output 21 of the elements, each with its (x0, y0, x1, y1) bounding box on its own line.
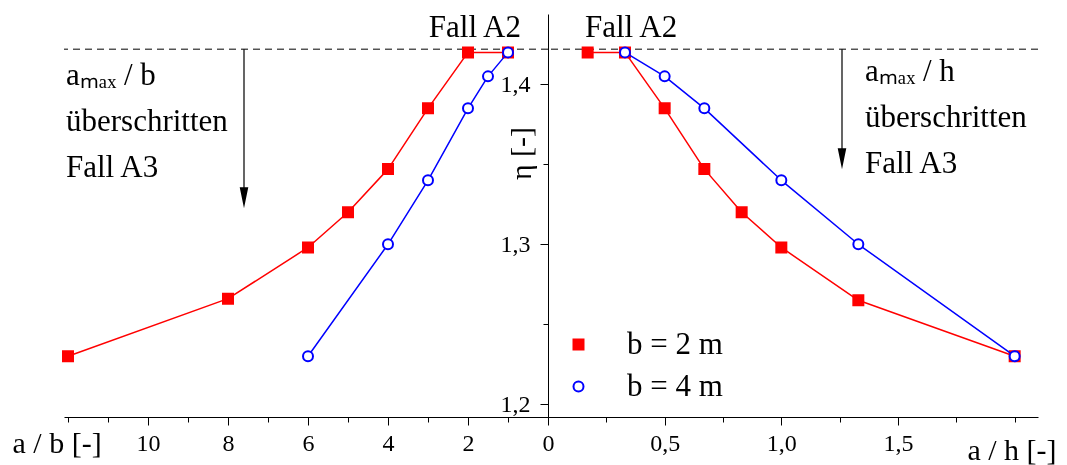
x-tick-label: 1,0 (766, 429, 797, 456)
legend-label: b = 4 m (627, 367, 723, 403)
x-tick-label: 0,5 (650, 429, 681, 456)
x-axis-title: a / b [-] (12, 425, 102, 459)
ref-line-label: Fall A2 (428, 9, 521, 45)
ref-line-label: Fall A2 (585, 9, 678, 45)
legend-label: b = 2 m (627, 325, 723, 361)
x-axis-title: a / h [-] (967, 432, 1057, 465)
y-tick-label: 1,2 (500, 390, 531, 417)
x-tick-label: 6 (302, 429, 315, 456)
x-tick-label: 0 (542, 429, 555, 456)
x-tick-label: 10 (136, 429, 161, 456)
y-tick-label: 1,3 (500, 230, 531, 257)
annotation: aₘₐₓ / b überschritten Fall A3 (66, 57, 229, 185)
x-tick-label: 2 (462, 429, 475, 456)
x-tick-label: 4 (382, 429, 395, 456)
annotation: aₘₐₓ / h überschritten Fall A3 (865, 53, 1028, 181)
x-tick-label: 1,5 (883, 429, 914, 456)
y-tick-label: 1,4 (500, 70, 531, 97)
y-axis-title: η [-] (503, 126, 537, 181)
x-tick-label: 8 (222, 429, 235, 456)
